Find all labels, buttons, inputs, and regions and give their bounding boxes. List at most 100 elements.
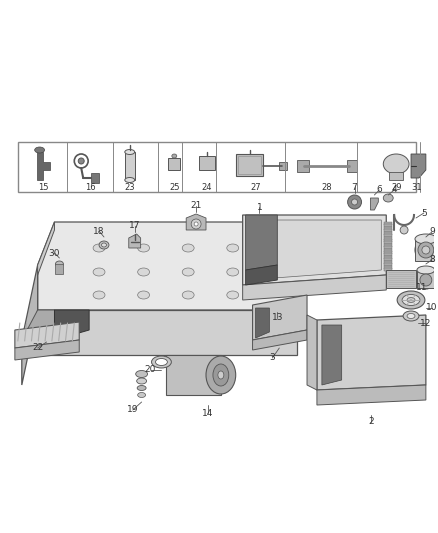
Text: 14: 14 [202, 408, 214, 417]
Polygon shape [22, 310, 54, 355]
Text: 13: 13 [272, 313, 283, 322]
Polygon shape [317, 315, 426, 390]
Ellipse shape [93, 244, 105, 252]
Polygon shape [15, 340, 79, 360]
Polygon shape [22, 265, 38, 385]
Bar [238, 156, 261, 174]
Text: 1: 1 [257, 203, 262, 212]
Ellipse shape [407, 313, 415, 319]
Circle shape [418, 242, 434, 258]
Text: 31: 31 [412, 182, 422, 191]
Ellipse shape [137, 385, 146, 391]
Ellipse shape [213, 364, 229, 386]
Bar [384, 268, 392, 271]
Text: 8: 8 [429, 255, 434, 264]
Text: 29: 29 [391, 182, 401, 191]
Ellipse shape [227, 244, 239, 252]
Polygon shape [15, 322, 79, 348]
Circle shape [400, 226, 408, 234]
Text: 30: 30 [49, 248, 60, 257]
Text: 28: 28 [321, 182, 332, 191]
Bar [236, 154, 263, 176]
Text: 11: 11 [416, 284, 427, 293]
Polygon shape [253, 295, 307, 340]
Ellipse shape [125, 149, 135, 155]
Bar [384, 251, 392, 254]
Ellipse shape [136, 370, 148, 377]
Ellipse shape [93, 268, 105, 276]
Ellipse shape [137, 378, 147, 384]
Bar [384, 222, 392, 225]
Ellipse shape [417, 271, 435, 289]
Bar [297, 160, 309, 172]
Bar [384, 237, 392, 239]
Ellipse shape [227, 268, 239, 276]
Ellipse shape [138, 268, 149, 276]
Ellipse shape [403, 311, 419, 321]
Bar [384, 229, 392, 232]
Ellipse shape [93, 291, 105, 299]
Text: 15: 15 [39, 182, 49, 191]
Bar [384, 263, 392, 266]
Ellipse shape [227, 291, 239, 299]
Ellipse shape [415, 234, 437, 244]
Text: 3: 3 [269, 353, 275, 362]
Text: 18: 18 [93, 227, 105, 236]
Text: 4: 4 [392, 185, 397, 195]
Ellipse shape [218, 371, 224, 379]
Ellipse shape [138, 291, 149, 299]
Text: 17: 17 [129, 222, 141, 230]
Polygon shape [38, 222, 297, 310]
Polygon shape [243, 275, 386, 300]
Bar [384, 256, 392, 259]
Circle shape [420, 274, 432, 286]
Ellipse shape [417, 266, 435, 274]
Bar [384, 241, 392, 244]
Text: 5: 5 [421, 208, 427, 217]
Bar [384, 224, 392, 228]
Polygon shape [255, 308, 269, 338]
Circle shape [191, 219, 201, 229]
Bar [384, 227, 392, 230]
Ellipse shape [125, 177, 135, 182]
Bar [168, 158, 180, 170]
Bar [18, 142, 416, 192]
Ellipse shape [152, 356, 171, 368]
Ellipse shape [99, 241, 109, 249]
Circle shape [194, 222, 198, 226]
Text: 20: 20 [145, 366, 156, 375]
Text: 19: 19 [127, 406, 138, 415]
Bar [125, 152, 135, 180]
Ellipse shape [102, 243, 106, 247]
Text: 12: 12 [420, 319, 431, 327]
Bar [415, 239, 437, 261]
Ellipse shape [56, 261, 64, 267]
Ellipse shape [415, 239, 437, 261]
Polygon shape [246, 265, 277, 285]
Ellipse shape [383, 154, 409, 174]
Polygon shape [371, 198, 378, 210]
Polygon shape [247, 220, 381, 280]
Bar [199, 156, 215, 170]
Bar [56, 264, 64, 274]
Text: 9: 9 [429, 228, 434, 237]
Polygon shape [246, 215, 277, 270]
Bar [384, 261, 392, 264]
Bar [384, 246, 392, 249]
Circle shape [352, 199, 357, 205]
Bar [384, 239, 392, 242]
Bar [279, 162, 287, 170]
Ellipse shape [155, 359, 167, 366]
Text: 6: 6 [376, 185, 382, 195]
Ellipse shape [138, 244, 149, 252]
Polygon shape [322, 325, 342, 385]
Bar [384, 244, 392, 247]
Bar [384, 265, 392, 269]
Bar [384, 248, 392, 252]
Text: 10: 10 [426, 303, 438, 312]
Bar [389, 172, 403, 180]
Ellipse shape [182, 291, 194, 299]
Polygon shape [129, 234, 141, 248]
Ellipse shape [35, 147, 45, 153]
Bar [384, 232, 392, 235]
